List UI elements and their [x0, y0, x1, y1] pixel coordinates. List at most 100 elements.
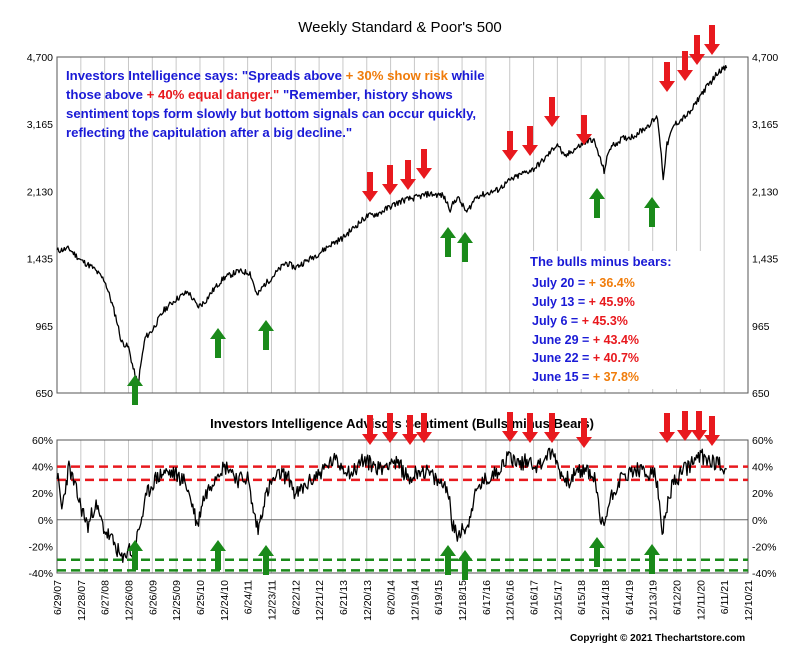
- x-tick-label: 12/10/21: [743, 580, 755, 621]
- x-tick-label: 12/26/08: [123, 580, 135, 621]
- x-tick-label: 12/24/10: [219, 580, 231, 621]
- top-y-tick-left: 3,165: [27, 119, 53, 131]
- top-y-tick-right: 4,700: [752, 52, 778, 64]
- bulls-label: June 15 =: [532, 370, 593, 384]
- green-up-arrow: [127, 540, 143, 570]
- bottom-y-tick-right: 20%: [752, 488, 773, 500]
- green-up-arrow: [258, 320, 274, 350]
- bulls-value: + 36.4%: [588, 276, 635, 290]
- bulls-title: The bulls minus bears:: [530, 254, 672, 269]
- green-up-arrow: [210, 328, 226, 358]
- bulls-label: June 22 =: [532, 351, 593, 365]
- red-down-arrow: [677, 411, 693, 441]
- green-up-arrow: [644, 197, 660, 227]
- green-up-arrow: [589, 188, 605, 218]
- bottom-y-tick-right: 0%: [752, 515, 767, 527]
- sp500-line: [56, 64, 728, 386]
- x-tick-label: 12/16/16: [505, 580, 517, 621]
- x-tick-label: 12/28/07: [76, 580, 88, 621]
- top-panel-frame: [56, 56, 749, 394]
- copyright: Copyright © 2021 Thechartstore.com: [570, 633, 746, 644]
- red-down-arrow: [689, 35, 705, 65]
- bulls-row: July 13 = + 45.9%: [532, 295, 635, 309]
- bulls-row: June 15 = + 37.8%: [532, 370, 639, 384]
- x-tick-label: 6/22/12: [290, 580, 302, 615]
- quote-part-4: + 40% equal danger.": [146, 87, 280, 102]
- quote-part-3: while those above: [66, 68, 485, 102]
- red-down-arrow: [576, 115, 592, 145]
- bulls-value: + 43.4%: [592, 333, 640, 347]
- red-down-arrow: [677, 51, 693, 81]
- x-tick-label: 12/14/18: [600, 580, 612, 621]
- bottom-panel-frame: [56, 439, 749, 574]
- x-tick-label: 12/15/17: [552, 580, 564, 621]
- top-y-tick-right: 1,435: [752, 253, 778, 265]
- sentiment-line: [56, 447, 728, 563]
- bottom-y-tick-left: 60%: [32, 435, 53, 447]
- bottom-y-tick-right: 40%: [752, 462, 773, 474]
- x-tick-label: 6/15/18: [576, 580, 588, 615]
- red-down-arrow: [362, 172, 378, 202]
- red-down-arrow: [659, 413, 675, 443]
- bulls-value: + 37.8%: [592, 370, 640, 384]
- red-down-arrow: [416, 149, 432, 179]
- x-tick-label: 6/27/08: [100, 580, 112, 615]
- x-tick-label: 6/20/14: [386, 580, 398, 615]
- green-up-arrow: [440, 227, 456, 257]
- red-down-arrow: [362, 415, 378, 445]
- x-tick-label: 6/11/21: [719, 580, 731, 614]
- bottom-chart-title: Investors Intelligence Advisors Sentimen…: [210, 416, 594, 431]
- x-tick-label: 6/14/19: [624, 580, 636, 615]
- top-y-tick-right: 650: [752, 388, 770, 400]
- red-down-arrow: [576, 418, 592, 448]
- top-y-tick-right: 3,165: [752, 119, 778, 131]
- bottom-y-tick-left: -20%: [28, 541, 53, 553]
- green-up-arrow: [457, 550, 473, 580]
- bulls-value: + 45.3%: [581, 314, 628, 328]
- x-tick-label: 12/11/20: [695, 580, 707, 620]
- red-down-arrow: [522, 126, 538, 156]
- green-up-arrow: [127, 375, 143, 405]
- x-tick-label: 12/25/09: [171, 580, 183, 621]
- bottom-y-tick-right: -40%: [752, 568, 777, 580]
- bulls-label: July 20 =: [532, 276, 589, 290]
- red-down-arrow: [522, 413, 538, 443]
- bulls-row: July 20 = + 36.4%: [532, 276, 635, 290]
- x-tick-label: 12/21/12: [314, 580, 326, 621]
- bulls-value: + 40.7%: [592, 351, 640, 365]
- bulls-row: June 29 = + 43.4%: [532, 333, 639, 347]
- x-tick-label: 6/24/11: [243, 580, 255, 614]
- bulls-label: July 13 =: [532, 295, 589, 309]
- bottom-y-tick-left: 20%: [32, 488, 53, 500]
- top-y-tick-left: 1,435: [27, 253, 53, 265]
- top-y-tick-left: 2,130: [27, 186, 53, 198]
- top-y-tick-left: 965: [35, 321, 53, 333]
- red-down-arrow: [502, 412, 518, 442]
- red-down-arrow: [402, 415, 418, 445]
- top-y-tick-left: 650: [35, 388, 53, 400]
- red-down-arrow: [502, 131, 518, 161]
- quote-part-2: + 30% show risk: [345, 68, 448, 83]
- red-down-arrow: [416, 413, 432, 443]
- bulls-row: July 6 = + 45.3%: [532, 314, 628, 328]
- green-up-arrow: [457, 232, 473, 262]
- bulls-row: June 22 = + 40.7%: [532, 351, 639, 365]
- x-tick-label: 6/12/20: [672, 580, 684, 615]
- red-down-arrow: [704, 416, 720, 446]
- bottom-y-tick-right: -20%: [752, 541, 777, 553]
- bottom-y-tick-left: 40%: [32, 462, 53, 474]
- x-tick-label: 12/23/11: [266, 580, 278, 620]
- bottom-y-tick-right: 60%: [752, 435, 773, 447]
- red-down-arrow: [382, 165, 398, 195]
- x-tick-label: 6/29/07: [52, 580, 64, 615]
- x-tick-label: 6/19/15: [433, 580, 445, 615]
- green-up-arrow: [644, 544, 660, 574]
- x-tick-label: 6/21/13: [338, 580, 350, 615]
- bottom-y-tick-left: -40%: [28, 568, 53, 580]
- x-tick-label: 12/18/15: [457, 580, 469, 621]
- green-up-arrow: [210, 540, 226, 570]
- x-tick-label: 6/26/09: [147, 580, 159, 615]
- top-y-tick-left: 4,700: [27, 52, 53, 64]
